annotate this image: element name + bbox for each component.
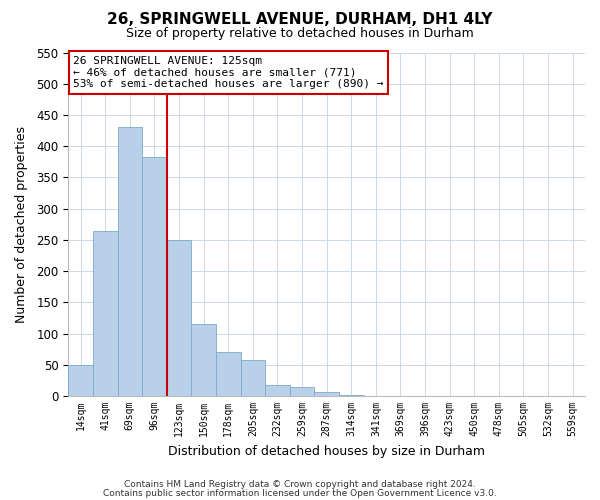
Text: 26 SPRINGWELL AVENUE: 125sqm
← 46% of detached houses are smaller (771)
53% of s: 26 SPRINGWELL AVENUE: 125sqm ← 46% of de… xyxy=(73,56,384,89)
Bar xyxy=(167,240,191,396)
Y-axis label: Number of detached properties: Number of detached properties xyxy=(15,126,28,323)
Bar xyxy=(216,352,241,396)
Bar xyxy=(241,360,265,396)
X-axis label: Distribution of detached houses by size in Durham: Distribution of detached houses by size … xyxy=(168,444,485,458)
Bar xyxy=(68,365,93,396)
Bar xyxy=(290,386,314,396)
Bar xyxy=(191,324,216,396)
Bar xyxy=(265,385,290,396)
Bar xyxy=(314,392,339,396)
Text: Size of property relative to detached houses in Durham: Size of property relative to detached ho… xyxy=(126,28,474,40)
Bar xyxy=(118,128,142,396)
Bar xyxy=(142,157,167,396)
Bar xyxy=(93,230,118,396)
Text: 26, SPRINGWELL AVENUE, DURHAM, DH1 4LY: 26, SPRINGWELL AVENUE, DURHAM, DH1 4LY xyxy=(107,12,493,28)
Text: Contains public sector information licensed under the Open Government Licence v3: Contains public sector information licen… xyxy=(103,490,497,498)
Text: Contains HM Land Registry data © Crown copyright and database right 2024.: Contains HM Land Registry data © Crown c… xyxy=(124,480,476,489)
